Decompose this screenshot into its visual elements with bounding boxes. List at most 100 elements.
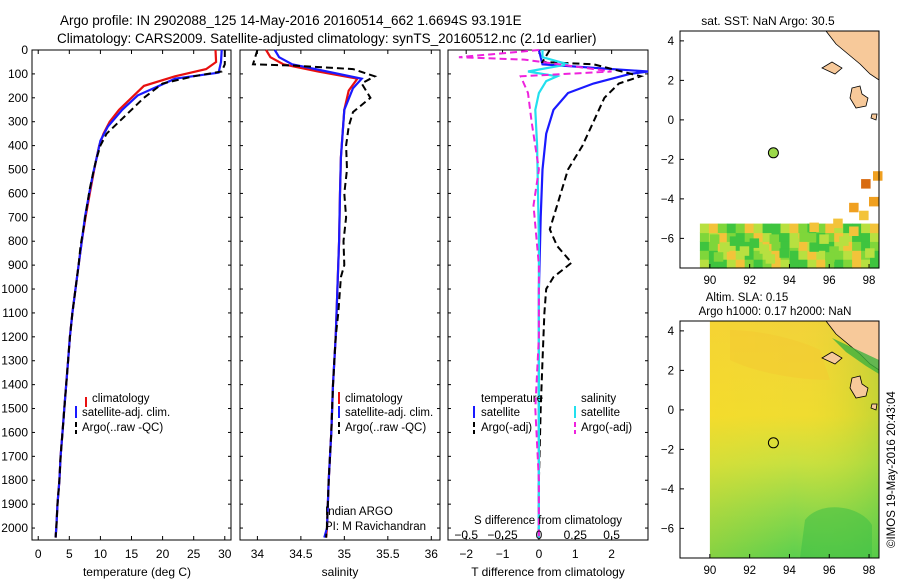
x-tick-label: 25	[187, 547, 201, 561]
sst-cell	[769, 234, 779, 244]
sst-cell	[699, 250, 710, 260]
sst-cell	[717, 259, 728, 269]
y-tick-label: 1500	[1, 402, 28, 416]
s-diff-tick-label: 0.5	[603, 528, 620, 542]
island-nias	[849, 85, 869, 109]
y-tick-label: 200	[8, 91, 28, 105]
sst-cell	[771, 223, 781, 234]
y-tick-label: 700	[8, 210, 28, 224]
sst-cell	[807, 259, 817, 269]
sst-cell	[834, 250, 844, 260]
sla-eddy-high	[730, 330, 830, 380]
sst-cell	[870, 232, 880, 242]
sst-cell	[744, 250, 755, 260]
sst-map: sat. SST: NaN Argo: 30.5 90 92 94 96 98 4 2 0 −2…	[661, 14, 883, 287]
sst-cell	[780, 241, 790, 251]
sst-cell	[726, 250, 737, 260]
lon-tick-label: 96	[823, 565, 836, 577]
legend-label: Argo(..raw -QC)	[82, 422, 163, 434]
legend: climatology satellite-adj. clim. Argo(..…	[338, 392, 433, 434]
series-line-climatology	[54, 49, 218, 538]
plot-frame	[239, 49, 441, 541]
lon-tick-label: 90	[703, 275, 716, 287]
series-line-t-satellite	[537, 49, 649, 538]
sst-cell	[699, 259, 710, 269]
sst-cell	[843, 241, 853, 251]
series-line-s-satellite	[527, 50, 569, 538]
sst-cell	[865, 248, 875, 258]
sst-cell	[729, 236, 740, 246]
sst-cell	[834, 223, 844, 234]
sst-cell	[771, 250, 781, 260]
y-tick-label: 1600	[1, 425, 28, 439]
plot-frame	[31, 49, 232, 541]
y-tick-label: 1700	[1, 449, 28, 463]
sst-cell	[807, 232, 817, 242]
sst-cell	[717, 232, 728, 242]
island-simeulue	[821, 351, 843, 365]
sst-cell	[861, 223, 871, 234]
imos-timestamp: ©IMOS 19-May-2016 20:43:04	[886, 391, 898, 548]
sst-cell	[762, 232, 773, 242]
s-diff-tick-label: −0.25	[487, 528, 518, 542]
lon-tick-label: 98	[863, 275, 876, 287]
x-tick-label: 0	[536, 547, 543, 561]
sst-cell	[870, 259, 880, 269]
island-nias	[849, 375, 869, 399]
legend-label: satellite	[581, 407, 620, 419]
x-tick-label: 10	[94, 547, 108, 561]
x-tick-label: −1	[496, 547, 510, 561]
y-tick-label: 800	[8, 234, 28, 248]
x-tick-label: 30	[218, 547, 232, 561]
sst-cell	[852, 259, 862, 269]
sst-cell	[753, 259, 764, 269]
land-mass	[821, 30, 880, 121]
y-tick-label: 400	[8, 139, 28, 153]
y-tick-label: 0	[21, 43, 28, 57]
sst-cell	[726, 223, 737, 234]
island-simeulue	[821, 61, 843, 75]
sst-cell	[816, 241, 826, 251]
y-tick-label: 600	[8, 186, 28, 200]
sst-cell	[798, 241, 808, 251]
sst-cell	[829, 246, 839, 256]
sst-cell	[771, 241, 781, 251]
sst-cell	[789, 259, 799, 269]
map-frame	[679, 320, 880, 559]
sst-cell	[849, 202, 859, 213]
legend-label: climatology	[92, 393, 150, 405]
land-mass	[821, 320, 880, 411]
sst-cell	[735, 241, 746, 251]
sst-cell	[713, 252, 724, 262]
sst-cell	[739, 246, 750, 256]
sst-cell	[709, 234, 720, 244]
sst-cell	[780, 259, 790, 269]
sst-cell	[861, 179, 871, 189]
x-tick-label: 34	[251, 547, 265, 561]
legend-label: Argo(..raw -QC)	[345, 422, 426, 434]
sst-cell	[699, 232, 710, 242]
sst-map-title: sat. SST: NaN Argo: 30.5	[701, 14, 835, 28]
sst-cell	[708, 259, 719, 269]
lon-tick-label: 96	[823, 275, 836, 287]
sst-cell	[762, 223, 773, 234]
lat-tick-label: 2	[668, 365, 674, 377]
sst-cell	[708, 250, 719, 260]
legend-label: satellite-adj. clim.	[345, 407, 433, 419]
sst-cell	[852, 250, 862, 260]
lon-tick-label: 92	[743, 565, 756, 577]
lat-tick-label: −2	[661, 154, 674, 166]
figure-title-line2: Climatology: CARS2009. Satellite-adjuste…	[57, 31, 597, 46]
x-axis-label: T difference from climatology	[471, 565, 625, 579]
x-tick-label: 36	[425, 547, 439, 561]
sst-cell	[843, 259, 853, 269]
legend-label: satellite-adj. clim.	[82, 407, 170, 419]
sst-cell	[779, 248, 789, 258]
y-tick-label: 2000	[1, 521, 28, 535]
island-batu	[870, 113, 878, 121]
lat-tick-label: −6	[661, 523, 674, 535]
sst-cell	[726, 241, 737, 251]
sst-cell	[699, 241, 710, 251]
plot-frame	[447, 49, 649, 541]
sst-cell	[849, 226, 859, 236]
